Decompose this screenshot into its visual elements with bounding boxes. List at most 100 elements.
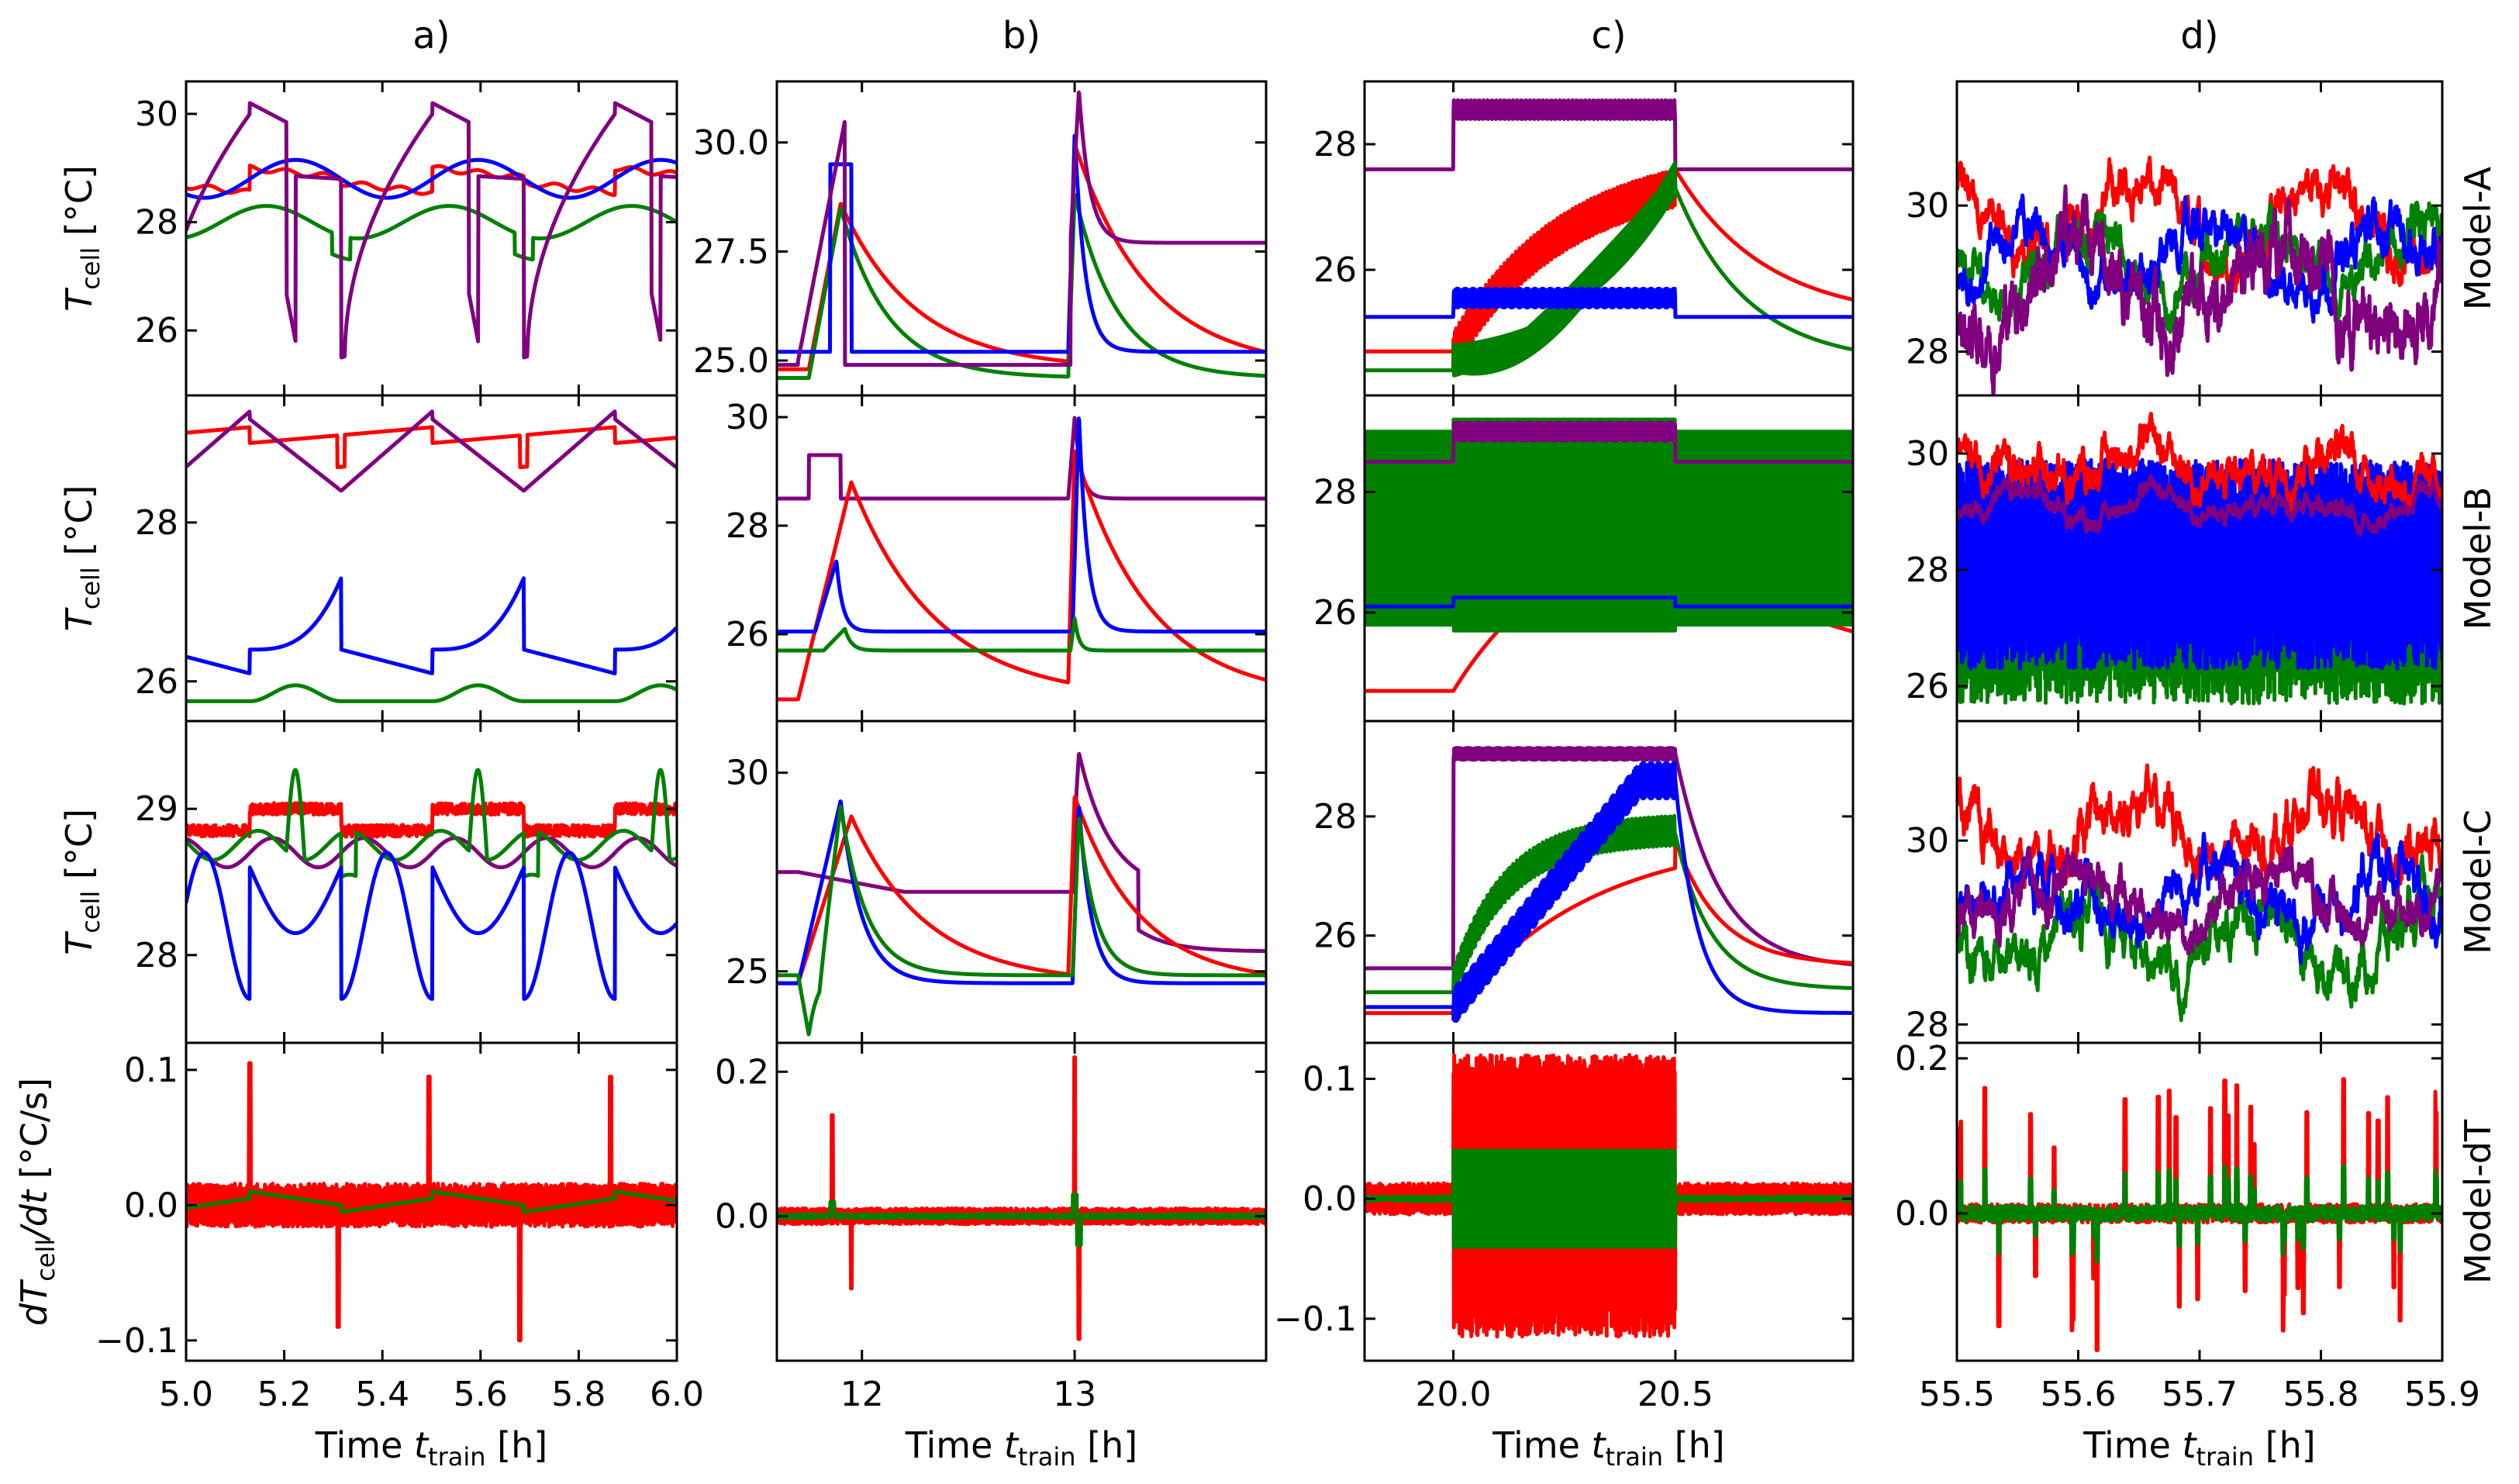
y-tick-label: 26 [726,615,769,654]
y-tick-label: 28 [135,936,178,975]
x-tick-label: 55.6 [2041,1375,2117,1414]
series-line-1 [777,449,1266,702]
x-tick-label: 5.4 [355,1375,409,1414]
series-line-0 [777,143,1266,371]
series-group [1365,417,1853,693]
series-line-2 [186,576,677,675]
y-axis-label: Tcell [°C] [58,165,105,312]
y-tick-label: 30 [135,95,178,134]
column-titles: a) b) c) d) [412,14,2218,57]
y-tick-label: 28 [1906,550,1949,590]
series-group [186,1061,677,1343]
series-line-1 [777,192,1266,380]
series-line-2 [1957,412,2442,512]
panel-r2-c0: 28 29 [135,720,678,1044]
series-line-3 [1957,474,2442,537]
series-group [1365,746,1853,1023]
series-line-1 [186,157,677,200]
series-group [777,1055,1266,1341]
series-line-1 [1957,1164,2442,1264]
column-title: a) [412,14,450,57]
series-line-3 [777,805,1266,1037]
row-label: Model-B [2457,487,2499,630]
panel-r0-c3: 28 30 [1906,80,2444,397]
series-group [1957,155,2442,395]
y-axis-label-dt: dTcell/dt [°C/s] [13,1078,60,1326]
x-tick-label: 6.0 [650,1375,704,1414]
y-tick-label: 30 [726,398,769,437]
y-tick-label: 25 [726,952,769,992]
series-line-2 [1957,193,2442,324]
y-tick-label: 28 [726,506,769,546]
panel-r3-c2: −0.1 0.0 0.1 20.0 20.5 [1274,1041,1855,1414]
series-group [186,768,677,1001]
series-group [777,751,1266,1037]
axes-frame [185,1041,678,1362]
panel-r0-c2: 26 28 [1313,80,1855,397]
series-group [1957,763,2442,1023]
series-group [1365,98,1853,378]
series-group [186,409,677,703]
series-line-1 [186,836,677,870]
x-tick-label: 55.8 [2283,1375,2359,1414]
y-tick-label: 30 [1906,821,1949,861]
y-tick-label: 26 [1313,593,1357,633]
y-axis-label: Tcell [°C] [58,809,105,955]
row-label: Model-dT [2457,1119,2499,1284]
column-title: d) [2180,14,2218,57]
y-tick-label: 28 [1906,1005,1949,1044]
x-axis-label: Time ttrain [h] [1492,1424,1724,1472]
series-line-1 [1365,1148,1853,1249]
x-tick-label: 20.0 [1416,1375,1492,1414]
y-tick-label: 28 [1313,797,1357,837]
column-title: b) [1002,14,1040,57]
x-tick-label: 5.6 [454,1375,508,1414]
series-line-0 [186,1061,677,1343]
axes-frame [775,1041,1268,1362]
y-tick-label: 30 [1906,186,1949,226]
y-tick-label: 30 [1906,434,1949,474]
series-line-2 [1957,831,2442,965]
panels: 26 28 30 25.0 27.5 30.0 26 28 28 30 26 28 26 28 30 26 28… [95,80,2480,1414]
y-tick-label: 0.0 [124,1185,178,1225]
series-line-3 [1957,845,2442,956]
y-tick-label: 25.0 [693,341,769,381]
series-group [1365,1053,1853,1339]
y-tick-label: 26 [1313,916,1357,956]
series-line-0 [777,1055,1266,1341]
panel-r1-c1: 26 28 30 [726,394,1268,723]
series-line-3 [1365,761,1853,1023]
y-tick-label: 0.2 [715,1052,769,1092]
y-tick-label: 26 [1313,250,1357,290]
series-line-1 [777,795,1266,985]
y-tick-label: 26 [1906,667,1949,706]
panel-r1-c3: 26 28 30 [1906,394,2444,723]
series-line-0 [186,164,677,197]
series-line-0 [1957,763,2442,893]
series-line-0 [1365,746,1853,971]
y-tick-label: 28 [1313,472,1357,512]
x-tick-label: 55.5 [1919,1375,1995,1414]
axes-frame [1363,1041,1855,1362]
series-line-1 [1957,854,2442,1023]
y-tick-label: 0.1 [1303,1059,1357,1099]
axis-labels: Time ttrain [h] Time ttrain [h] Time ttrai… [13,165,2316,1472]
panel-r2-c1: 25 30 [726,720,1268,1044]
series-line-3 [777,90,1266,368]
series-group [186,101,677,360]
series-group [777,416,1266,702]
series-line-1 [186,1189,677,1214]
series-line-3 [1957,184,2442,395]
series-line-0 [1365,98,1853,171]
y-tick-label: 28 [135,203,178,243]
panel-r3-c1: 0.0 0.2 12 13 [715,1041,1268,1414]
series-line-0 [186,425,677,470]
panel-r3-c3: 0.0 0.2 55.5 55.6 55.7 55.8 55.9 [1895,1039,2480,1414]
x-tick-label: 55.9 [2404,1375,2480,1414]
x-tick-label: 5.0 [159,1375,213,1414]
y-tick-label: 0.0 [1895,1194,1949,1234]
panel-r0-c0: 26 28 30 [135,80,678,397]
y-tick-label: 30.0 [693,123,769,163]
series-line-2 [186,204,677,262]
x-axis-label: Time ttrain [h] [2082,1424,2315,1472]
